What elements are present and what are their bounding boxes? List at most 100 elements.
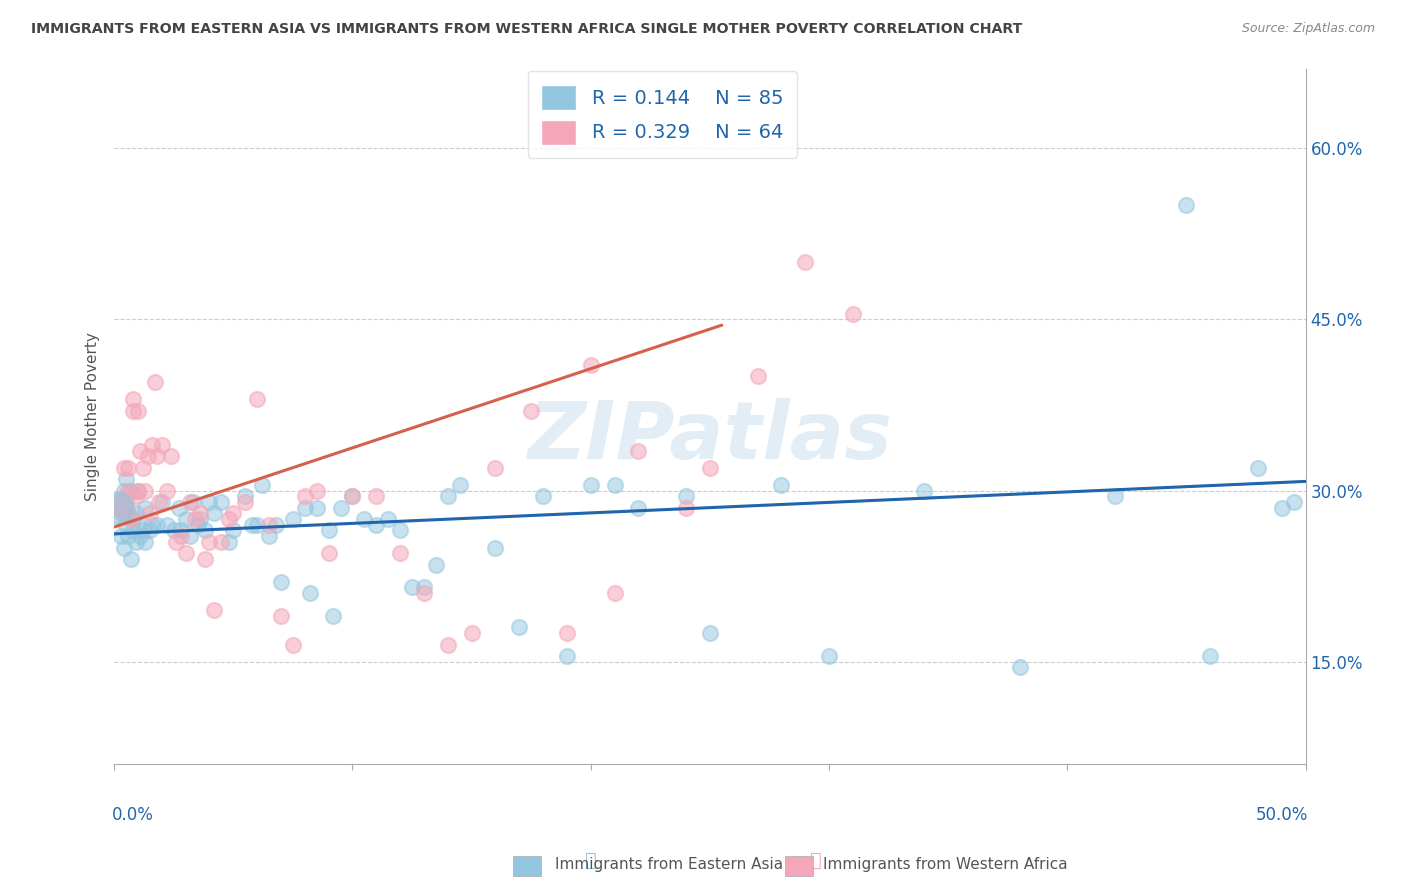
Point: [150, 495, 173, 509]
Point: [124, 489, 146, 503]
Point: [112, 460, 135, 475]
Text: IMMIGRANTS FROM EASTERN ASIA VS IMMIGRANTS FROM WESTERN AFRICA SINGLE MOTHER POV: IMMIGRANTS FROM EASTERN ASIA VS IMMIGRAN…: [31, 22, 1022, 37]
Point: [281, 512, 304, 526]
Point: [112, 483, 135, 498]
Point: [155, 483, 177, 498]
Point: [124, 534, 146, 549]
Point: [194, 524, 217, 538]
Point: [1175, 198, 1198, 212]
Point: [675, 489, 697, 503]
Point: [1282, 495, 1305, 509]
Point: [110, 500, 132, 515]
Point: [912, 483, 935, 498]
Point: [141, 438, 163, 452]
Point: [115, 489, 138, 503]
Point: [117, 460, 139, 475]
Point: [132, 460, 155, 475]
Point: [120, 552, 142, 566]
Point: [298, 586, 321, 600]
Point: [179, 495, 201, 509]
Point: [132, 524, 155, 538]
Point: [198, 534, 221, 549]
Point: [139, 506, 162, 520]
Point: [174, 512, 197, 526]
Point: [770, 478, 793, 492]
Point: [699, 626, 721, 640]
Point: [122, 524, 145, 538]
Point: [413, 581, 436, 595]
Point: [794, 255, 817, 269]
Point: [115, 472, 138, 486]
Point: [165, 534, 187, 549]
Point: [194, 552, 217, 566]
Point: [842, 307, 865, 321]
Point: [181, 495, 204, 509]
Point: [555, 626, 578, 640]
Point: [187, 517, 209, 532]
Point: [222, 506, 245, 520]
Point: [134, 500, 156, 515]
Point: [579, 478, 602, 492]
Point: [579, 358, 602, 372]
Point: [117, 483, 139, 498]
Point: [603, 586, 626, 600]
Point: [603, 478, 626, 492]
Point: [143, 375, 166, 389]
Legend: R = 0.144    N = 85, R = 0.329    N = 64: R = 0.144 N = 85, R = 0.329 N = 64: [527, 71, 797, 158]
Point: [257, 517, 280, 532]
Point: [366, 489, 388, 503]
Point: [627, 443, 650, 458]
Point: [122, 392, 145, 407]
Point: [413, 586, 436, 600]
Point: [188, 512, 211, 526]
Point: [209, 534, 232, 549]
Point: [342, 489, 364, 503]
Point: [222, 524, 245, 538]
Point: [305, 483, 328, 498]
Y-axis label: Single Mother Poverty: Single Mother Poverty: [86, 332, 100, 500]
Point: [1247, 460, 1270, 475]
Point: [112, 541, 135, 555]
Point: [264, 517, 287, 532]
Point: [209, 495, 232, 509]
Point: [353, 512, 375, 526]
Point: [112, 506, 135, 520]
Point: [318, 546, 340, 560]
Point: [202, 506, 225, 520]
Point: [105, 500, 128, 515]
Point: [129, 443, 152, 458]
Point: [627, 500, 650, 515]
Point: [818, 648, 841, 663]
Text: Immigrants from Eastern Asia: Immigrants from Eastern Asia: [555, 857, 783, 872]
Point: [401, 581, 423, 595]
Point: [520, 403, 543, 417]
Point: [257, 529, 280, 543]
Point: [198, 495, 221, 509]
Point: [377, 512, 399, 526]
Text: Source: ZipAtlas.com: Source: ZipAtlas.com: [1241, 22, 1375, 36]
Point: [127, 483, 149, 498]
Point: [120, 512, 142, 526]
Point: [1008, 660, 1031, 674]
Point: [127, 403, 149, 417]
Point: [139, 524, 162, 538]
Text: 0.0%: 0.0%: [112, 806, 153, 824]
Point: [134, 534, 156, 549]
Point: [329, 500, 352, 515]
Point: [449, 478, 471, 492]
Point: [675, 500, 697, 515]
Point: [555, 648, 578, 663]
Point: [117, 506, 139, 520]
Text: ⬜: ⬜: [585, 851, 596, 870]
Point: [122, 403, 145, 417]
Point: [115, 500, 138, 515]
Point: [294, 500, 316, 515]
Point: [202, 603, 225, 617]
Point: [250, 478, 273, 492]
Point: [148, 495, 170, 509]
Point: [436, 489, 458, 503]
Point: [1104, 489, 1126, 503]
Point: [146, 517, 169, 532]
Point: [141, 517, 163, 532]
Point: [218, 512, 240, 526]
